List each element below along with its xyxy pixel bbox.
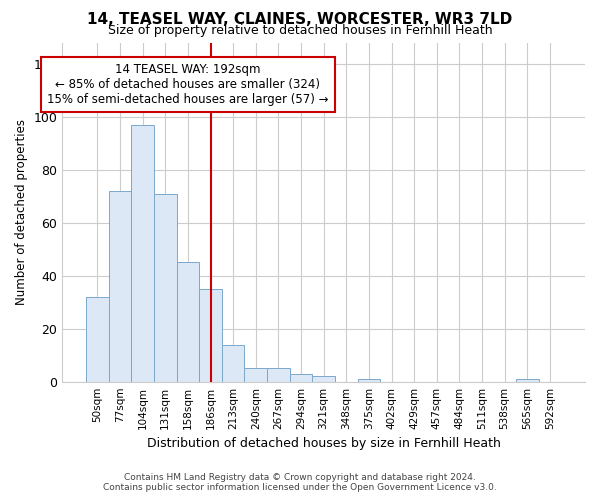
Bar — [222, 344, 244, 382]
Y-axis label: Number of detached properties: Number of detached properties — [15, 119, 28, 305]
X-axis label: Distribution of detached houses by size in Fernhill Heath: Distribution of detached houses by size … — [147, 437, 500, 450]
Bar — [313, 376, 335, 382]
Bar — [290, 374, 313, 382]
Bar — [199, 289, 222, 382]
Text: Size of property relative to detached houses in Fernhill Heath: Size of property relative to detached ho… — [107, 24, 493, 37]
Text: 14 TEASEL WAY: 192sqm
← 85% of detached houses are smaller (324)
15% of semi-det: 14 TEASEL WAY: 192sqm ← 85% of detached … — [47, 64, 329, 106]
Bar — [131, 124, 154, 382]
Bar — [154, 194, 176, 382]
Bar — [358, 379, 380, 382]
Bar — [109, 191, 131, 382]
Bar — [267, 368, 290, 382]
Bar — [176, 262, 199, 382]
Text: Contains HM Land Registry data © Crown copyright and database right 2024.
Contai: Contains HM Land Registry data © Crown c… — [103, 473, 497, 492]
Bar — [244, 368, 267, 382]
Text: 14, TEASEL WAY, CLAINES, WORCESTER, WR3 7LD: 14, TEASEL WAY, CLAINES, WORCESTER, WR3 … — [88, 12, 512, 28]
Bar — [516, 379, 539, 382]
Bar — [86, 297, 109, 382]
